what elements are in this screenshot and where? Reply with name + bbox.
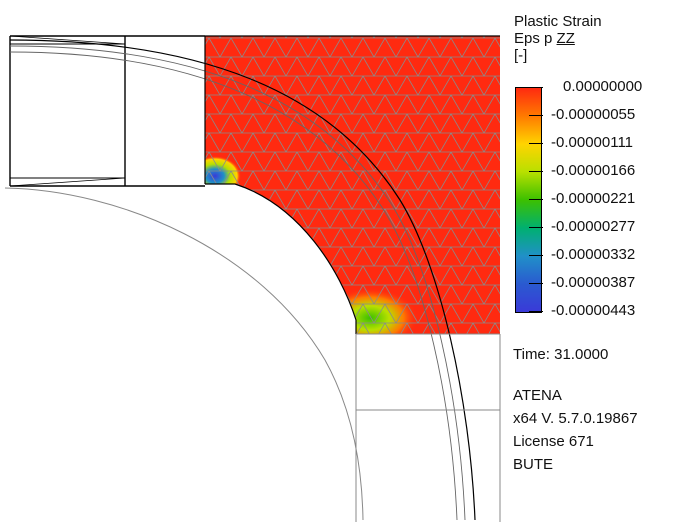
scale-tick-label: -0.00000387 bbox=[551, 274, 636, 291]
license-number: License 671 bbox=[513, 433, 594, 450]
scale-tick-label: -0.00000055 bbox=[551, 106, 636, 123]
scale-tick-label: -0.00000277 bbox=[551, 218, 636, 235]
time-readout: Time: 31.0000 bbox=[513, 346, 608, 364]
scale-tick-label: -0.00000166 bbox=[551, 162, 636, 179]
legend-quantity: Eps p ZZ bbox=[514, 31, 575, 47]
lower-column bbox=[355, 333, 501, 522]
scale-tick-mark bbox=[529, 283, 543, 284]
scale-tick-label: -0.00000221 bbox=[551, 190, 636, 207]
time-label: Time: bbox=[513, 346, 550, 363]
legend-quantity-prefix: Eps p bbox=[514, 30, 557, 47]
scale-tick-label: 0.00000000 bbox=[563, 78, 643, 95]
program-name: ATENA bbox=[513, 387, 562, 404]
scale-tick-mark bbox=[529, 87, 543, 88]
scale-tick-mark bbox=[529, 171, 543, 172]
scale-tick-label: -0.00000111 bbox=[551, 134, 634, 151]
scale-tick-label: -0.00000443 bbox=[551, 302, 636, 319]
scale-tick-mark bbox=[529, 143, 543, 144]
scale-tick-label: -0.00000332 bbox=[551, 246, 636, 263]
legend-title: Plastic Strain bbox=[514, 13, 602, 30]
scale-tick-mark bbox=[529, 311, 543, 312]
licensee: BUTE bbox=[513, 456, 554, 473]
scale-tick-mark bbox=[529, 199, 543, 200]
fe-mesh bbox=[205, 36, 500, 334]
scale-tick-mark bbox=[529, 255, 543, 256]
program-version: x64 V. 5.7.0.19867 bbox=[513, 410, 638, 427]
legend-unit: [-] bbox=[514, 47, 528, 64]
scale-tick-mark bbox=[529, 227, 543, 228]
strain-field bbox=[205, 36, 500, 334]
time-value: 31.0000 bbox=[554, 346, 609, 363]
scale-tick-mark bbox=[529, 115, 543, 116]
field-outline bbox=[204, 35, 500, 334]
legend-component: ZZ bbox=[556, 30, 575, 47]
left-block bbox=[9, 35, 205, 187]
color-scale-bar bbox=[515, 87, 542, 313]
